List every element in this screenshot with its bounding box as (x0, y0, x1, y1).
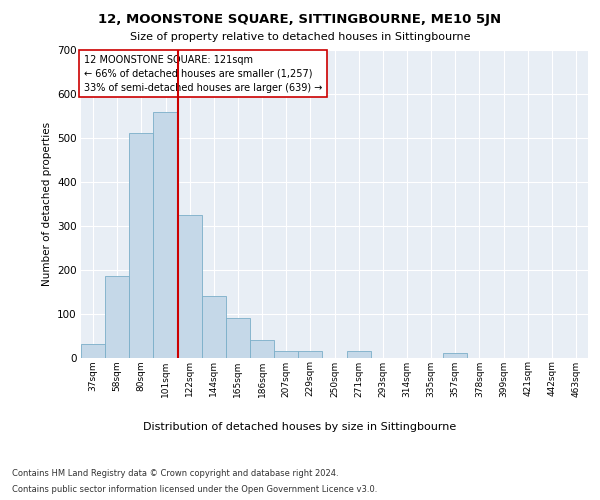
Bar (250, 340, 274, 357)
Bar (129, 134, 154, 358)
Bar (202, 296, 226, 358)
Bar (81, 344, 105, 358)
Bar (154, 112, 178, 358)
Text: Size of property relative to detached houses in Sittingbourne: Size of property relative to detached ho… (130, 32, 470, 42)
Y-axis label: Number of detached properties: Number of detached properties (41, 122, 52, 286)
Text: 12 MOONSTONE SQUARE: 121sqm
← 66% of detached houses are smaller (1,257)
33% of : 12 MOONSTONE SQUARE: 121sqm ← 66% of det… (83, 54, 322, 92)
Bar (105, 276, 129, 357)
Bar (443, 353, 467, 358)
Bar (226, 318, 250, 358)
Bar (298, 351, 322, 358)
Bar (347, 351, 371, 358)
Bar (274, 351, 298, 358)
Bar (178, 214, 202, 358)
Text: 12, MOONSTONE SQUARE, SITTINGBOURNE, ME10 5JN: 12, MOONSTONE SQUARE, SITTINGBOURNE, ME1… (98, 12, 502, 26)
Text: Contains HM Land Registry data © Crown copyright and database right 2024.: Contains HM Land Registry data © Crown c… (12, 469, 338, 478)
Text: Distribution of detached houses by size in Sittingbourne: Distribution of detached houses by size … (143, 422, 457, 432)
Text: Contains public sector information licensed under the Open Government Licence v3: Contains public sector information licen… (12, 485, 377, 494)
